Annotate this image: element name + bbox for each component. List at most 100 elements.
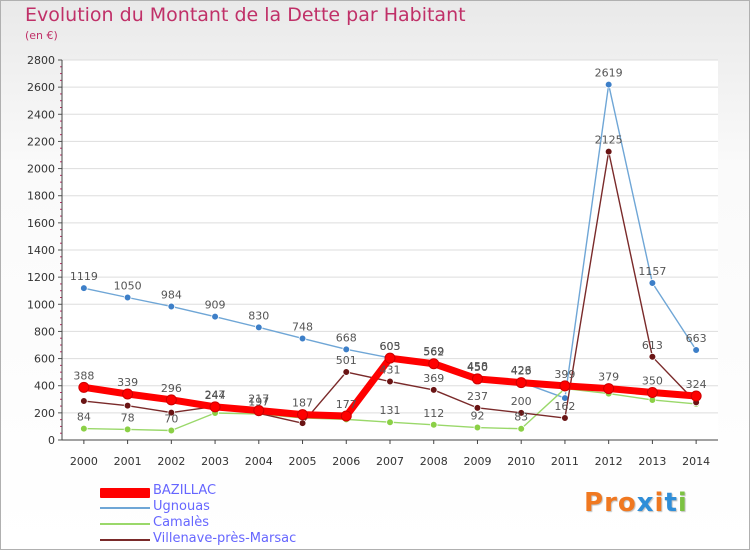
data-label: 217 [248,393,269,406]
x-tick-label: 2003 [201,455,229,468]
legend-label-villenave: Villenave-près-Marsac [153,531,297,546]
data-point [123,401,132,410]
data-label: 663 [686,332,707,345]
x-tick-label: 2001 [114,455,142,468]
logo-letter: t [664,488,678,518]
data-label: 162 [554,400,575,413]
data-label: 131 [380,404,401,417]
data-label: 399 [554,368,575,381]
data-point [342,345,351,354]
data-point [473,404,482,412]
data-point [559,380,571,392]
data-label: 296 [161,382,182,395]
data-label: 83 [514,411,528,424]
data-label: 1157 [638,265,666,278]
data-point [167,408,176,417]
x-tick-label: 2004 [245,455,273,468]
data-label: 70 [164,413,178,426]
y-tick-label: 2400 [27,108,55,121]
chart-title: Evolution du Montant de la Dette par Hab… [25,4,466,26]
data-label: 112 [423,407,444,420]
x-tick-label: 2012 [595,455,623,468]
data-label: 668 [336,331,357,344]
data-label: 562 [423,346,444,359]
data-label: 84 [77,411,91,424]
data-label: 247 [205,388,226,401]
data-point [517,424,525,433]
data-point [386,418,394,427]
data-point [428,358,440,370]
data-label: 2125 [595,134,623,147]
data-point [648,353,657,361]
data-point [473,423,482,432]
data-point [471,373,483,385]
x-tick-label: 2009 [463,455,491,468]
data-label: 1119 [70,270,98,283]
legend-swatch-villenave [100,539,150,541]
data-label: 197 [248,395,269,408]
data-label: 2619 [595,67,623,80]
y-tick-label: 0 [48,434,55,447]
data-point [603,383,615,395]
data-point [123,293,132,302]
data-point [517,409,525,417]
x-tick-label: 2000 [70,455,98,468]
y-tick-label: 1600 [27,217,55,230]
logo-letter: o [617,488,637,518]
data-point [297,409,309,421]
x-tick-label: 2007 [376,455,404,468]
data-point [384,352,396,364]
data-label: 426 [511,364,532,377]
x-tick-label: 2010 [507,455,535,468]
data-label: 613 [642,339,663,352]
data-label: 369 [423,372,444,385]
y-tick-label: 2800 [27,54,55,67]
data-point [254,323,263,332]
data-label: 187 [292,397,313,410]
y-tick-label: 2200 [27,135,55,148]
y-tick-label: 1000 [27,298,55,311]
x-tick-label: 2005 [289,455,317,468]
legend-item-camales: Camalès [100,515,400,532]
chart-subtitle: (en €) [25,29,58,42]
data-label: 603 [380,340,401,353]
data-point [80,424,88,433]
x-tick-label: 2006 [332,455,360,468]
logo-letter: P [584,488,605,518]
data-point [209,401,221,413]
data-point [429,420,438,429]
data-point [342,368,351,376]
data-label: 605 [380,340,401,353]
data-label: 909 [205,299,226,312]
legend-item-ugnouas: Ugnouas [100,499,400,516]
data-label: 569 [423,345,444,358]
legend-item-villenave: Villenave-près-Marsac [100,531,400,548]
x-tick-label: 2002 [157,455,185,468]
legend-swatch-ugnouas [100,507,150,509]
data-point [253,405,265,417]
data-label: 379 [598,371,619,384]
proxiti-logo: Proxiti [584,488,688,518]
data-point [604,80,613,89]
data-point [340,410,352,422]
data-point [648,279,657,287]
y-tick-label: 2600 [27,81,55,94]
data-point [80,397,88,405]
data-point [386,377,394,386]
data-point [561,414,569,422]
data-point [298,419,307,427]
data-point [122,388,134,400]
data-label: 388 [73,369,94,382]
legend-item-bazillac: BAZILLAC [100,483,400,500]
x-tick-label: 2008 [420,455,448,468]
data-label: 501 [336,354,357,367]
data-point [123,425,132,434]
data-label: 200 [511,395,532,408]
legend-label-camales: Camalès [153,515,210,530]
data-label: 450 [467,361,488,374]
x-tick-label: 2011 [551,455,579,468]
data-point [78,381,90,393]
logo-letter: r [604,488,618,518]
y-tick-label: 1400 [27,244,55,257]
data-label: 423 [511,365,532,378]
